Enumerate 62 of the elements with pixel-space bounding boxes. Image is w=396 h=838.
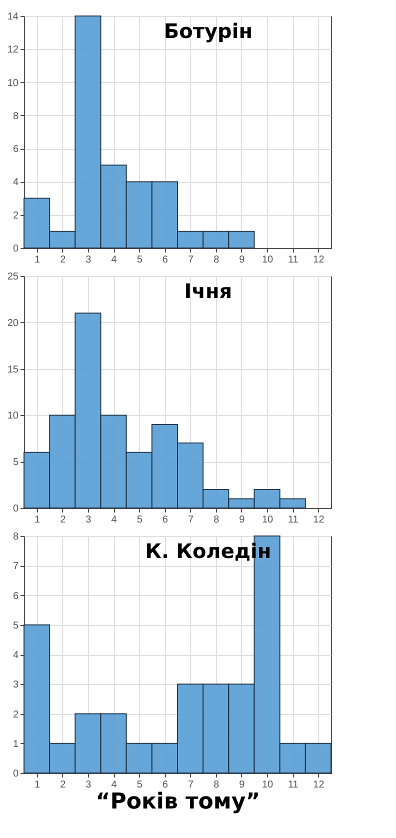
y-tick-label: 8 <box>12 110 19 122</box>
x-tick-label: 1 <box>34 514 41 526</box>
x-tick-label: 2 <box>60 254 66 266</box>
x-tick-label: 6 <box>162 514 168 526</box>
x-tick-label: 8 <box>214 780 220 790</box>
x-tick-label: 8 <box>214 254 220 266</box>
x-tick-label: 9 <box>239 254 246 266</box>
y-tick-label: 4 <box>12 177 19 188</box>
y-tick-label: 10 <box>7 78 19 89</box>
x-tick-label: 5 <box>136 514 143 526</box>
y-tick-label: 25 <box>7 272 19 282</box>
y-tick-label: 0 <box>12 244 19 254</box>
y-tick-label: 7 <box>12 561 19 572</box>
y-tick-label: 14 <box>7 12 19 22</box>
y-tick-label: 8 <box>12 532 19 542</box>
x-tick-label: 11 <box>288 254 299 266</box>
x-tick-label: 7 <box>188 514 194 526</box>
x-tick-label: 3 <box>86 254 92 266</box>
y-tick-label: 0 <box>12 504 19 514</box>
y-tick-label: 1 <box>12 738 19 750</box>
x-tick-label: 1 <box>34 780 41 790</box>
y-tick-label: 10 <box>7 410 19 422</box>
x-tick-label: 10 <box>262 254 274 266</box>
x-tick-label: 2 <box>60 780 66 790</box>
x-tick-label: 6 <box>162 780 168 790</box>
x-tick-label: 1 <box>34 254 41 266</box>
y-tick-label: 2 <box>12 210 19 222</box>
x-tick-label: 4 <box>111 780 118 790</box>
x-tick-label: 3 <box>86 514 92 526</box>
x-tick-label: 8 <box>214 514 220 526</box>
x-tick-label: 10 <box>262 514 274 526</box>
x-tick-label: 7 <box>188 254 194 266</box>
y-tick-label: 5 <box>12 620 19 632</box>
x-tick-label: 5 <box>136 254 143 266</box>
y-tick-label: 0 <box>12 768 19 780</box>
chart-title: Ботурін <box>164 19 253 43</box>
y-tick-label: 2 <box>12 709 19 720</box>
x-tick-label: 2 <box>60 514 66 526</box>
x-tick-label: 4 <box>111 514 118 526</box>
x-tick-label: 12 <box>313 254 325 266</box>
y-tick-label: 4 <box>12 650 19 661</box>
x-tick-label: 11 <box>288 514 299 526</box>
y-tick-label: 15 <box>7 364 19 376</box>
y-tick-label: 12 <box>7 44 19 56</box>
x-tick-label: 7 <box>188 780 194 790</box>
x-axis-title: “Років тому” <box>96 790 260 814</box>
x-tick-label: 6 <box>162 254 168 266</box>
x-tick-label: 5 <box>136 780 143 790</box>
x-tick-label: 3 <box>86 780 92 790</box>
chart-title: Ічня <box>184 279 232 303</box>
y-tick-label: 5 <box>12 457 19 468</box>
y-tick-label: 3 <box>12 680 19 691</box>
x-tick-label: 11 <box>288 780 299 790</box>
x-tick-label: 4 <box>111 254 118 266</box>
x-tick-label: 9 <box>239 514 246 526</box>
x-tick-label: 12 <box>313 780 325 790</box>
y-tick-label: 6 <box>12 590 19 602</box>
y-tick-label: 6 <box>12 144 19 156</box>
x-tick-label: 9 <box>239 780 246 790</box>
y-tick-label: 20 <box>7 318 19 329</box>
x-tick-label: 12 <box>313 514 325 526</box>
x-tick-label: 10 <box>262 780 274 790</box>
